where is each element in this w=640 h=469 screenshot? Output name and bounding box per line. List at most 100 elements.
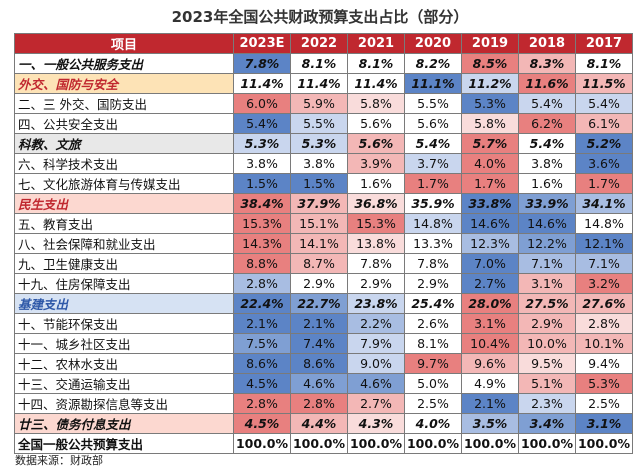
value-cell: 5.7% — [461, 133, 519, 154]
value-cell: 7.1% — [518, 253, 576, 274]
value-cell: 5.4% — [518, 93, 576, 114]
value-cell: 5.3% — [290, 133, 348, 154]
table-row: 六、科学技术支出 3.8% 3.8% 3.9% 3.7% 4.0% 3.8% 3.6% — [14, 153, 633, 174]
source-note: 数据来源：财政部 — [15, 454, 103, 467]
value-cell: 5.3% — [575, 373, 633, 394]
value-cell: 5.0% — [404, 373, 462, 394]
value-cell: 8.5% — [461, 53, 519, 74]
value-cell: 12.1% — [575, 233, 633, 254]
value-cell: 7.9% — [347, 333, 405, 354]
value-cell: 2.5% — [575, 393, 633, 414]
value-cell: 5.5% — [404, 93, 462, 114]
value-cell: 6.1% — [575, 113, 633, 134]
value-cell: 1.5% — [233, 173, 291, 194]
table-row: 十九、住房保障支出 2.8% 2.9% 2.9% 2.9% 2.7% 3.1% 3.2% — [14, 273, 633, 294]
value-cell: 4.0% — [404, 413, 462, 434]
value-cell: 9.4% — [575, 353, 633, 374]
value-cell: 7.5% — [233, 333, 291, 354]
column-header-item: 项目 — [14, 33, 234, 54]
value-cell: 14.1% — [290, 233, 348, 254]
table-row: 二、三 外交、国防支出 6.0% 5.9% 5.8% 5.5% 5.3% 5.4% 5.4% — [14, 93, 633, 114]
value-cell: 5.6% — [347, 133, 405, 154]
table-row: 外交、国防与安全 11.4% 11.4% 11.4% 11.1% 11.2% 11.6% 11… — [14, 73, 633, 94]
value-cell: 11.2% — [461, 73, 519, 94]
value-cell: 9.0% — [347, 353, 405, 374]
value-cell: 4.6% — [347, 373, 405, 394]
row-label: 外交、国防与安全 — [14, 73, 234, 94]
column-header-2021: 2021 — [347, 33, 405, 54]
value-cell: 3.8% — [518, 153, 576, 174]
value-cell: 3.2% — [575, 273, 633, 294]
table-row: 基建支出 22.4% 22.7% 23.8% 25.4% 28.0% 27.5% 27.6% — [14, 293, 633, 314]
value-cell: 13.3% — [404, 233, 462, 254]
value-cell: 7.8% — [404, 253, 462, 274]
budget-table: 项目 2023E 2022 2021 2020 2019 2018 2017 一、一般公共服务… — [14, 33, 633, 454]
value-cell: 15.3% — [347, 213, 405, 234]
value-cell: 8.1% — [575, 53, 633, 74]
value-cell: 11.4% — [347, 73, 405, 94]
table-row: 十、节能环保支出 2.1% 2.1% 2.2% 2.6% 3.1% 2.9% 2.8% — [14, 313, 633, 334]
value-cell: 2.8% — [575, 313, 633, 334]
value-cell: 14.3% — [233, 233, 291, 254]
value-cell: 8.1% — [404, 333, 462, 354]
row-label: 十一、城乡社区支出 — [14, 333, 234, 354]
row-label: 五、教育支出 — [14, 213, 234, 234]
column-header-2020: 2020 — [404, 33, 462, 54]
table-row: 四、公共安全支出 5.4% 5.5% 5.6% 5.6% 5.8% 6.2% 6.1% — [14, 113, 633, 134]
value-cell: 1.7% — [404, 173, 462, 194]
value-cell: 22.7% — [290, 293, 348, 314]
row-label: 十四、资源勘探信息等支出 — [14, 393, 234, 414]
value-cell: 100.0% — [233, 433, 291, 454]
value-cell: 7.8% — [347, 253, 405, 274]
row-label: 全国一般公共预算支出 — [14, 433, 234, 454]
value-cell: 5.9% — [290, 93, 348, 114]
table-row: 廿三、债务付息支出 4.5% 4.4% 4.3% 4.0% 3.5% 3.4% 3.1% — [14, 413, 633, 434]
value-cell: 2.1% — [233, 313, 291, 334]
value-cell: 7.1% — [575, 253, 633, 274]
value-cell: 7.4% — [290, 333, 348, 354]
value-cell: 8.6% — [233, 353, 291, 374]
value-cell: 8.7% — [290, 253, 348, 274]
value-cell: 100.0% — [404, 433, 462, 454]
value-cell: 8.1% — [347, 53, 405, 74]
table-row: 科教、文旅 5.3% 5.3% 5.6% 5.4% 5.7% 5.4% 5.2% — [14, 133, 633, 154]
value-cell: 22.4% — [233, 293, 291, 314]
value-cell: 14.6% — [518, 213, 576, 234]
value-cell: 4.3% — [347, 413, 405, 434]
table-row: 十一、城乡社区支出 7.5% 7.4% 7.9% 8.1% 10.4% 10.0% 10.1% — [14, 333, 633, 354]
table-row: 五、教育支出 15.3% 15.1% 15.3% 14.8% 14.6% 14.6% 14.8… — [14, 213, 633, 234]
value-cell: 11.4% — [233, 73, 291, 94]
value-cell: 5.6% — [347, 113, 405, 134]
table-row: 九、卫生健康支出 8.8% 8.7% 7.8% 7.8% 7.0% 7.1% 7.1% — [14, 253, 633, 274]
chart-title: 2023年全国公共财政预算支出占比（部分） — [171, 8, 469, 26]
value-cell: 27.6% — [575, 293, 633, 314]
value-cell: 5.3% — [233, 133, 291, 154]
row-label: 基建支出 — [14, 293, 234, 314]
value-cell: 11.1% — [404, 73, 462, 94]
value-cell: 33.8% — [461, 193, 519, 214]
value-cell: 27.5% — [518, 293, 576, 314]
value-cell: 5.8% — [461, 113, 519, 134]
row-label: 十二、农林水支出 — [14, 353, 234, 374]
value-cell: 5.1% — [518, 373, 576, 394]
value-cell: 1.7% — [575, 173, 633, 194]
value-cell: 3.1% — [518, 273, 576, 294]
row-label: 民生支出 — [14, 193, 234, 214]
value-cell: 5.5% — [290, 113, 348, 134]
header-row: 项目 2023E 2022 2021 2020 2019 2018 2017 — [14, 33, 633, 54]
value-cell: 28.0% — [461, 293, 519, 314]
value-cell: 2.9% — [290, 273, 348, 294]
value-cell: 4.0% — [461, 153, 519, 174]
value-cell: 3.7% — [404, 153, 462, 174]
table-row: 十三、交通运输支出 4.5% 4.6% 4.6% 5.0% 4.9% 5.1% 5.3% — [14, 373, 633, 394]
value-cell: 2.1% — [290, 313, 348, 334]
value-cell: 12.3% — [461, 233, 519, 254]
value-cell: 5.4% — [518, 133, 576, 154]
value-cell: 3.4% — [518, 413, 576, 434]
value-cell: 38.4% — [233, 193, 291, 214]
value-cell: 5.4% — [233, 113, 291, 134]
value-cell: 2.7% — [347, 393, 405, 414]
value-cell: 2.7% — [461, 273, 519, 294]
table-row: 全国一般公共预算支出 100.0% 100.0% 100.0% 100.0% 100.0%… — [14, 433, 633, 454]
value-cell: 33.9% — [518, 193, 576, 214]
